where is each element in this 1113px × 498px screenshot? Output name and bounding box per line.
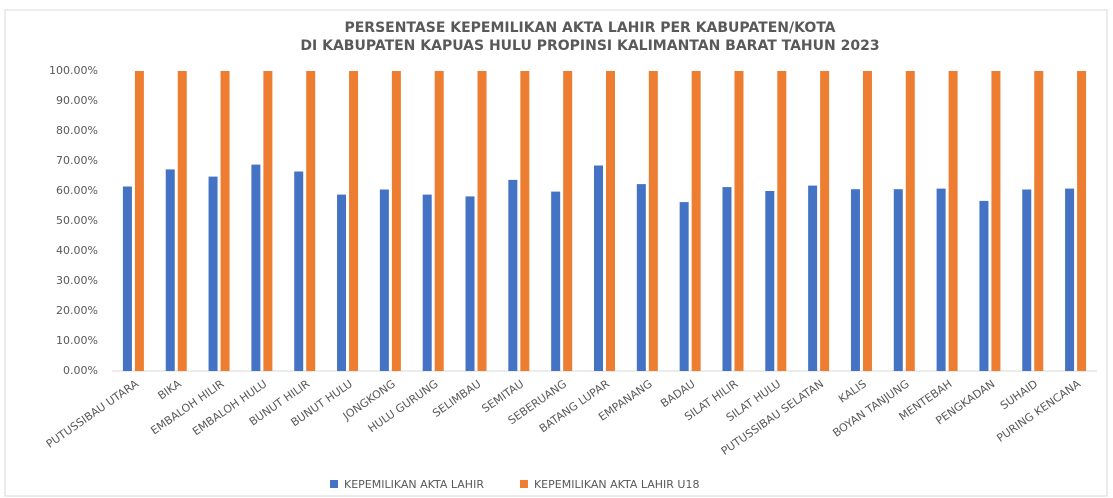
chart-title: DI KABUPATEN KAPUAS HULU PROPINSI KALIMA… [300, 38, 879, 54]
bar [122, 186, 132, 371]
bar [691, 71, 701, 371]
bar [808, 185, 818, 371]
y-tick-label: 80.00% [56, 124, 98, 137]
bar [391, 71, 401, 371]
y-tick-label: 10.00% [56, 334, 98, 347]
bar [777, 71, 787, 371]
bar [520, 71, 530, 371]
y-tick-label: 50.00% [56, 214, 98, 227]
bar [862, 71, 872, 371]
y-tick-label: 60.00% [56, 184, 98, 197]
bar [294, 171, 304, 371]
y-tick-label: 20.00% [56, 304, 98, 317]
bar [263, 71, 273, 371]
bar [477, 71, 487, 371]
y-tick-label: 70.00% [56, 154, 98, 167]
bar [905, 71, 915, 371]
bar [337, 194, 347, 371]
bar [422, 194, 432, 371]
bar [679, 202, 689, 371]
bar [551, 191, 561, 371]
bar [220, 71, 230, 371]
bar [251, 164, 261, 371]
bar [208, 176, 218, 371]
bar [1034, 71, 1044, 371]
y-tick-label: 90.00% [56, 94, 98, 107]
legend-swatch [330, 480, 338, 488]
bar [734, 71, 744, 371]
chart-title: PERSENTASE KEPEMILIKAN AKTA LAHIR PER KA… [344, 20, 835, 36]
bar [165, 169, 175, 371]
bar [893, 189, 903, 371]
bar [306, 71, 316, 371]
y-tick-label: 30.00% [56, 274, 98, 287]
bar [991, 71, 1001, 371]
bar [948, 71, 958, 371]
bar [563, 71, 573, 371]
bar [722, 187, 732, 371]
bar [606, 71, 615, 371]
bar [349, 71, 359, 371]
y-tick-label: 100.00% [49, 64, 98, 77]
bar [648, 71, 658, 371]
bar [979, 200, 989, 371]
legend-swatch [519, 480, 528, 488]
legend-label: KEPEMILIKAN AKTA LAHIR U18 [534, 478, 700, 491]
bar [765, 191, 775, 371]
bar [379, 189, 389, 371]
y-tick-label: 0.00% [63, 364, 98, 377]
bar [820, 71, 830, 371]
bar [636, 184, 646, 371]
bar [594, 165, 603, 371]
bar [936, 188, 946, 371]
bar [1077, 71, 1087, 371]
bar [1022, 189, 1032, 371]
bar [134, 71, 144, 371]
bar [177, 71, 187, 371]
bar [850, 189, 860, 371]
y-tick-label: 40.00% [56, 244, 98, 257]
bar [508, 179, 518, 371]
bar [434, 71, 444, 371]
bar [465, 196, 475, 371]
legend-label: KEPEMILIKAN AKTA LAHIR [344, 478, 484, 491]
bar [1065, 188, 1075, 371]
